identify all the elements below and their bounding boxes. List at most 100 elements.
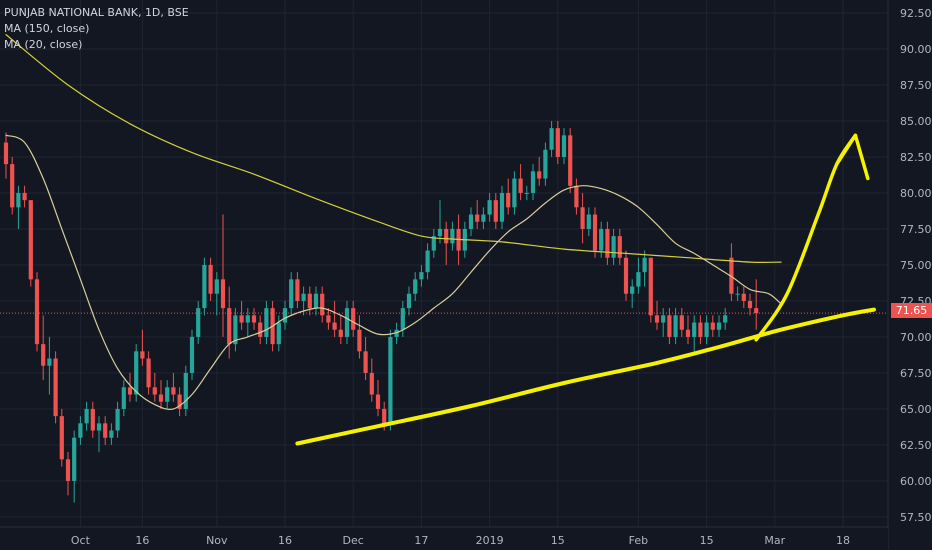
price-tick-label: 82.50 (900, 151, 932, 164)
candle-body (214, 279, 219, 294)
candle-body (72, 437, 77, 481)
price-tick-label: 92.50 (900, 7, 932, 20)
price-tick-label: 77.50 (900, 223, 932, 236)
candle-body (338, 329, 343, 337)
plot-area (0, 0, 888, 527)
candle-body (685, 329, 691, 337)
candle-body (475, 214, 480, 222)
time-tick-label: 16 (135, 534, 149, 547)
candle-body (326, 315, 331, 323)
time-tick-label: Dec (343, 534, 364, 547)
candle-body (344, 308, 350, 337)
candle-body (78, 423, 83, 438)
candle-body (673, 315, 678, 337)
candle-body (425, 250, 430, 273)
candle-body (599, 228, 604, 251)
candle-body (264, 308, 269, 337)
candle-body (648, 257, 653, 316)
candle-body (437, 228, 443, 237)
candle-body (109, 430, 114, 438)
ma150-legend-label[interactable]: MA (150, close) (4, 22, 90, 35)
price-tick-label: 57.50 (900, 511, 932, 524)
candle-body (413, 279, 418, 294)
support-trendline-annotation (295, 307, 876, 446)
price-axis (889, 0, 932, 550)
candle-body (152, 387, 157, 395)
candle-body (3, 142, 9, 165)
candle-body (679, 315, 684, 330)
ma150-line (5, 34, 782, 264)
candle-body (289, 279, 294, 309)
candle-body (754, 308, 759, 314)
candle-body (158, 394, 164, 402)
candle-body (394, 329, 399, 337)
candle-body (661, 315, 666, 323)
candle-body (623, 257, 629, 294)
candle-body (357, 329, 362, 352)
candle-body (468, 214, 474, 229)
candle-body (295, 279, 300, 301)
candle-body (654, 315, 660, 323)
candle-body (258, 322, 263, 337)
time-tick-label: 18 (836, 534, 850, 547)
ma20-legend-label[interactable]: MA (20, close) (4, 38, 83, 51)
candle-body (444, 228, 449, 244)
candle-body (549, 128, 554, 150)
candle-body (307, 293, 312, 309)
candle-body (592, 214, 598, 251)
candle-body (28, 200, 33, 280)
candle-body (140, 351, 145, 359)
candle-body (351, 308, 356, 330)
candle-body (177, 394, 182, 409)
candle-body (568, 135, 573, 186)
time-tick-label: Feb (629, 534, 648, 547)
candle-body (90, 408, 95, 431)
candle-body (183, 372, 188, 409)
candle-body (245, 315, 250, 323)
candle-body (121, 387, 126, 409)
candle-body (10, 164, 15, 208)
candle-body (227, 308, 232, 345)
chart-legend: PUNJAB NATIONAL BANK, 1D, BSE MA (150, c… (4, 5, 189, 53)
candle-body (636, 272, 641, 287)
candle-body (320, 293, 325, 316)
candle-body (47, 358, 52, 366)
candle-body (196, 308, 201, 337)
candle-body (233, 315, 238, 345)
candle-body (363, 351, 368, 373)
candle-body (208, 264, 213, 294)
candle-body (103, 423, 108, 438)
candle-body (518, 178, 523, 193)
candle-body (16, 192, 21, 208)
candle-body (165, 387, 170, 402)
candle-body (375, 394, 381, 409)
candle-body (741, 293, 746, 301)
candle-body (710, 322, 715, 330)
ma20-line (5, 134, 782, 410)
candle-body (313, 293, 319, 309)
price-tick-label: 60.00 (900, 475, 932, 488)
candle-body (487, 200, 492, 215)
candle-body (506, 192, 511, 208)
candle-body (282, 308, 288, 323)
symbol-title[interactable]: PUNJAB NATIONAL BANK, 1D, BSE (4, 6, 189, 19)
candle-body (450, 228, 455, 244)
candle-body (59, 416, 64, 460)
candle-body (611, 236, 616, 258)
candle-body (580, 207, 585, 229)
price-tick-label: 87.50 (900, 79, 932, 92)
time-tick-label: 16 (278, 534, 292, 547)
candle-body (586, 214, 591, 229)
candle-body (53, 358, 58, 417)
candle-body (692, 322, 697, 337)
price-tick-label: 80.00 (900, 187, 932, 200)
time-tick-label: 15 (551, 534, 565, 547)
candle-body (41, 344, 46, 366)
time-tick-label: 17 (414, 534, 428, 547)
price-tick-label: 75.00 (900, 259, 932, 272)
candle-body (630, 286, 635, 294)
candle-body (723, 315, 728, 323)
price-tick-label: 90.00 (900, 43, 932, 56)
